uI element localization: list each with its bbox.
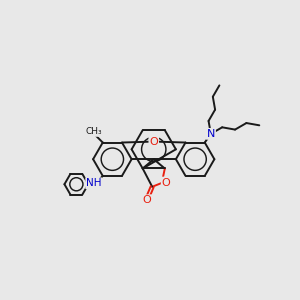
Text: O: O — [149, 136, 158, 147]
Text: N: N — [207, 129, 215, 139]
Text: O: O — [162, 178, 170, 188]
Text: CH₃: CH₃ — [86, 127, 103, 136]
Text: O: O — [142, 195, 152, 205]
Text: NH: NH — [86, 178, 102, 188]
